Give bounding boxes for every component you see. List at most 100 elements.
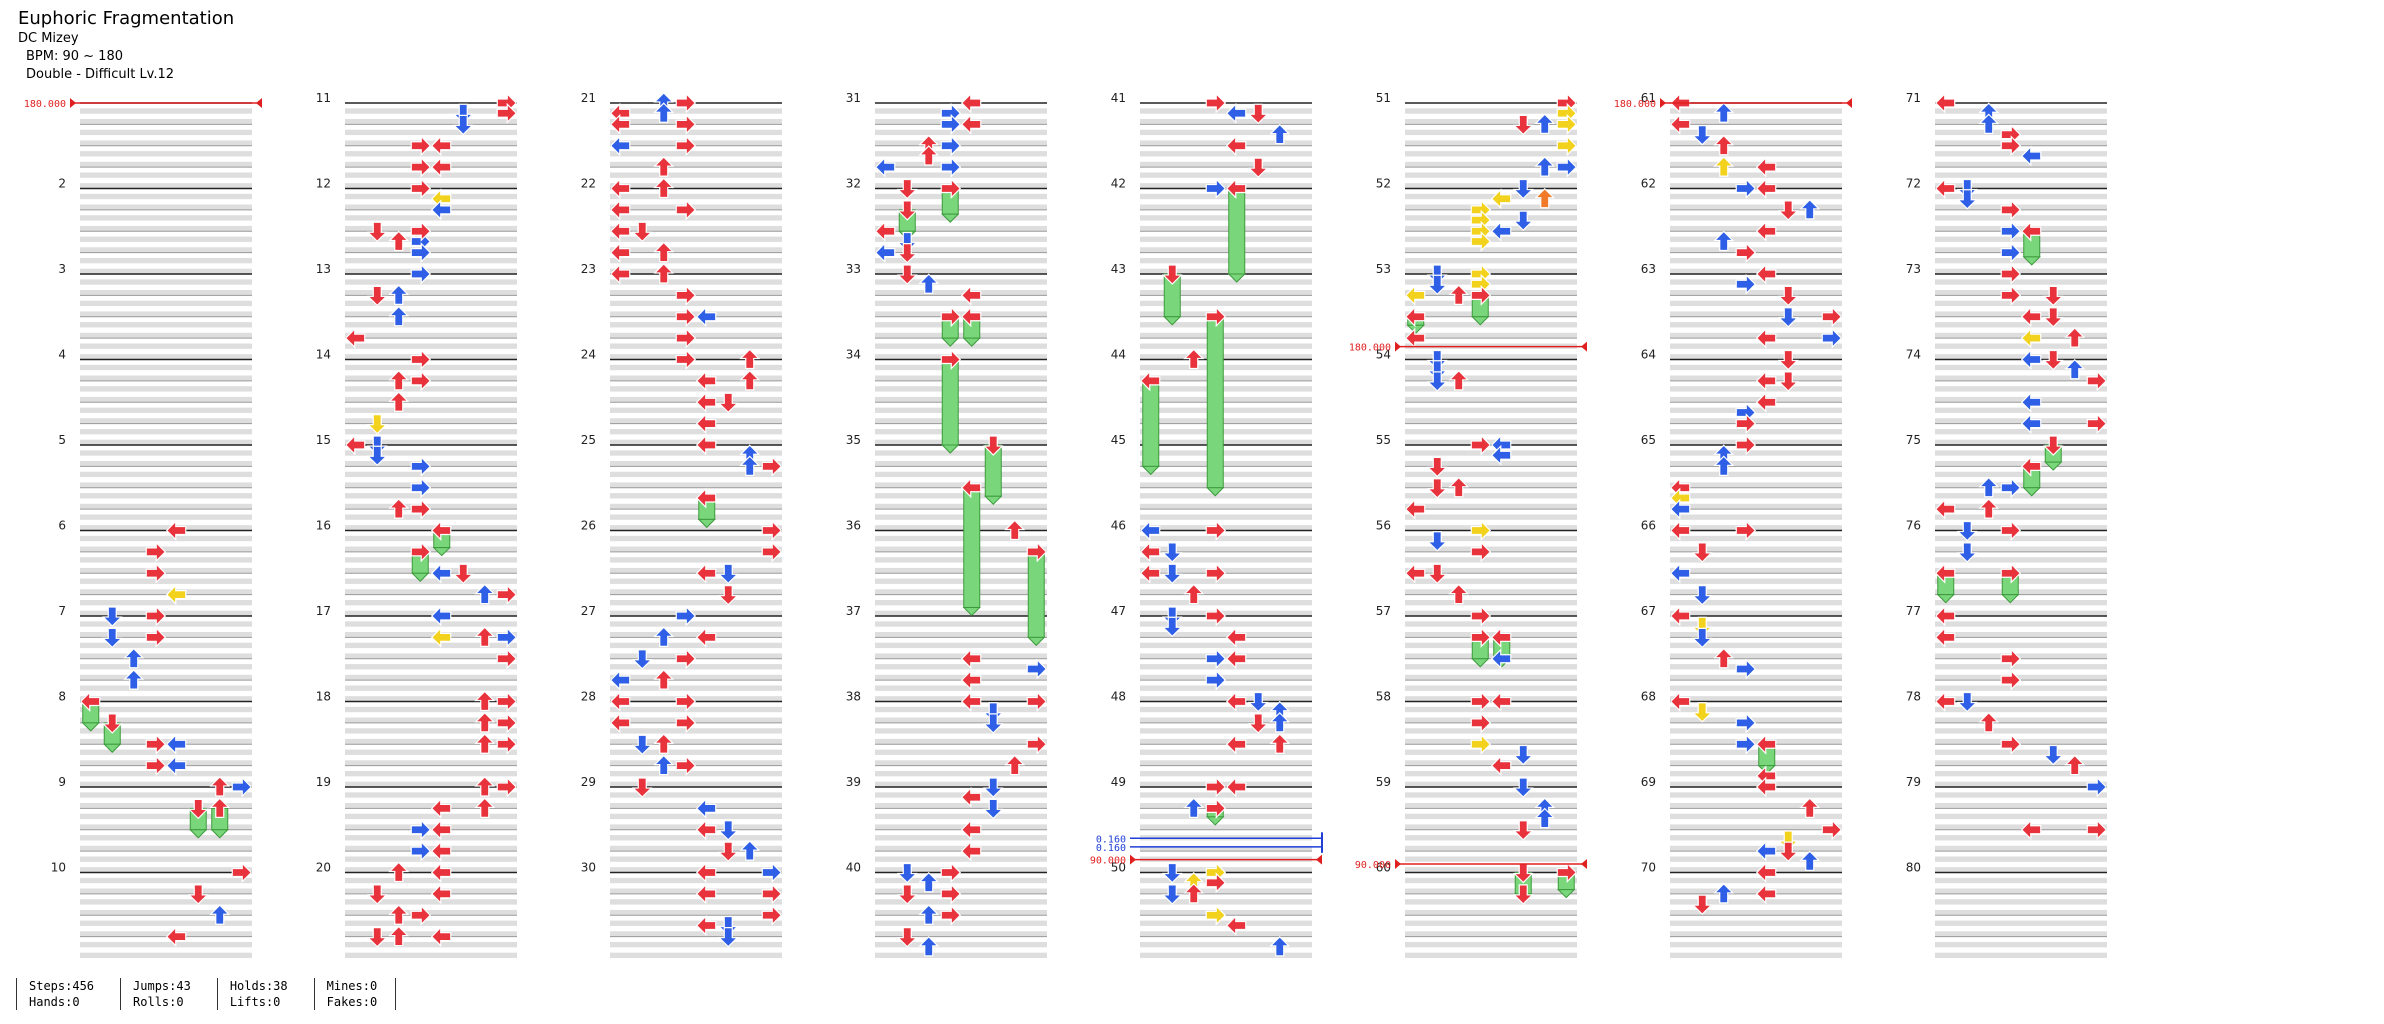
beat-band bbox=[1140, 151, 1312, 157]
beat-band bbox=[875, 535, 1047, 542]
arrow-down-note bbox=[982, 798, 1004, 820]
beat-band bbox=[875, 674, 1047, 681]
arrow-right-note bbox=[1026, 691, 1048, 712]
arrow-down-note bbox=[1777, 285, 1799, 307]
beat-band bbox=[1935, 119, 2107, 125]
arrow-left-note bbox=[874, 242, 896, 264]
arrow-left-note bbox=[695, 306, 717, 328]
beat-band bbox=[1670, 471, 1842, 478]
beat-band bbox=[345, 247, 517, 253]
beat-band bbox=[1405, 225, 1577, 232]
chart-header: Euphoric Fragmentation DC Mizey BPM: 90 … bbox=[18, 8, 234, 84]
arrow-left-note bbox=[1934, 626, 1956, 648]
beat-band bbox=[80, 151, 252, 157]
arrow-left-note bbox=[1225, 135, 1247, 157]
arrow-up-note bbox=[1713, 455, 1735, 476]
beat-band bbox=[1935, 599, 2107, 606]
beat-band bbox=[610, 279, 782, 285]
beat-band bbox=[1405, 236, 1577, 242]
beat-band bbox=[1140, 396, 1312, 403]
arrow-right-note bbox=[2086, 370, 2108, 392]
arrow-left-note bbox=[1139, 520, 1161, 541]
arrow-up-note bbox=[653, 733, 675, 754]
beat-band bbox=[875, 407, 1047, 413]
beat-band bbox=[345, 792, 517, 798]
beat-band bbox=[345, 140, 517, 146]
arrow-right-note bbox=[1026, 658, 1048, 680]
beat-band bbox=[610, 268, 782, 274]
beat-band bbox=[1405, 247, 1577, 253]
beat-band bbox=[610, 450, 782, 456]
beat-band bbox=[610, 824, 782, 830]
arrow-left-note bbox=[960, 113, 982, 135]
beat-band bbox=[1670, 738, 1842, 745]
arrow-left-note bbox=[1755, 156, 1777, 178]
arrow-right-note bbox=[1205, 904, 1227, 926]
stat-mines: Mines:0 bbox=[326, 979, 378, 993]
beat-band bbox=[1405, 653, 1577, 659]
beat-band bbox=[1670, 300, 1842, 307]
measure-number: 58 bbox=[1376, 690, 1391, 704]
beat-band bbox=[875, 322, 1047, 328]
beat-band bbox=[1670, 525, 1842, 531]
bpm-change-label: 180.000 bbox=[1349, 343, 1391, 354]
arrow-down-note bbox=[982, 777, 1004, 798]
arrow-right-note bbox=[410, 455, 432, 477]
measure-number: 29 bbox=[581, 775, 596, 789]
beat-band bbox=[345, 728, 517, 734]
hold-tail bbox=[697, 518, 716, 529]
bpm-change-marker bbox=[1395, 341, 1401, 352]
beat-band bbox=[80, 674, 252, 681]
arrow-left-note bbox=[430, 562, 452, 584]
measure-number: 5 bbox=[58, 433, 66, 447]
beat-band bbox=[610, 311, 782, 317]
beat-band bbox=[80, 119, 252, 125]
beat-band bbox=[875, 941, 1047, 948]
measure-number: 22 bbox=[581, 177, 596, 191]
arrow-left-note bbox=[1490, 626, 1512, 648]
beat-band bbox=[345, 664, 517, 670]
hold-tail bbox=[2022, 487, 2041, 497]
arrow-right-note bbox=[1470, 520, 1492, 541]
beat-band bbox=[875, 161, 1047, 168]
beat-band bbox=[1405, 909, 1577, 916]
arrow-down-note bbox=[1247, 157, 1269, 178]
arrow-down-note bbox=[1956, 691, 1978, 713]
beat-band bbox=[345, 108, 517, 114]
beat-band bbox=[1140, 471, 1312, 478]
arrow-down-note bbox=[717, 563, 739, 585]
beat-band bbox=[1935, 364, 2107, 371]
arrow-left-note bbox=[1934, 562, 1956, 584]
beat-band bbox=[610, 653, 782, 659]
arrow-right-note bbox=[410, 349, 432, 370]
arrow-left-note bbox=[1139, 541, 1161, 563]
beat-band bbox=[80, 557, 252, 563]
arrow-up-note bbox=[1534, 113, 1556, 134]
arrow-left-note bbox=[1755, 178, 1777, 199]
beat-band bbox=[1405, 728, 1577, 734]
beat-band bbox=[875, 461, 1047, 467]
beat-band bbox=[1935, 920, 2107, 926]
beat-band bbox=[1405, 867, 1577, 873]
measure-number: 16 bbox=[316, 519, 331, 533]
beat-band bbox=[1670, 290, 1842, 296]
arrow-down-note bbox=[1161, 264, 1183, 285]
hold-tail bbox=[1471, 658, 1490, 668]
arrow-up-note bbox=[918, 871, 940, 893]
beat-band bbox=[80, 493, 252, 499]
arrow-right-note bbox=[1470, 712, 1492, 734]
arrow-left-note bbox=[609, 242, 631, 264]
beat-band bbox=[875, 803, 1047, 809]
arrow-up-note bbox=[388, 861, 410, 883]
arrow-left-note bbox=[1490, 220, 1512, 242]
beat-band bbox=[1140, 193, 1312, 200]
arrow-right-note bbox=[231, 776, 253, 798]
beat-band bbox=[610, 674, 782, 681]
beat-band bbox=[345, 172, 517, 178]
beat-band bbox=[1140, 204, 1312, 210]
beat-band bbox=[1405, 482, 1577, 488]
beat-band bbox=[610, 386, 782, 392]
arrow-right-note bbox=[1821, 306, 1843, 328]
song-title: Euphoric Fragmentation bbox=[18, 8, 235, 29]
measure-number: 37 bbox=[846, 604, 861, 618]
